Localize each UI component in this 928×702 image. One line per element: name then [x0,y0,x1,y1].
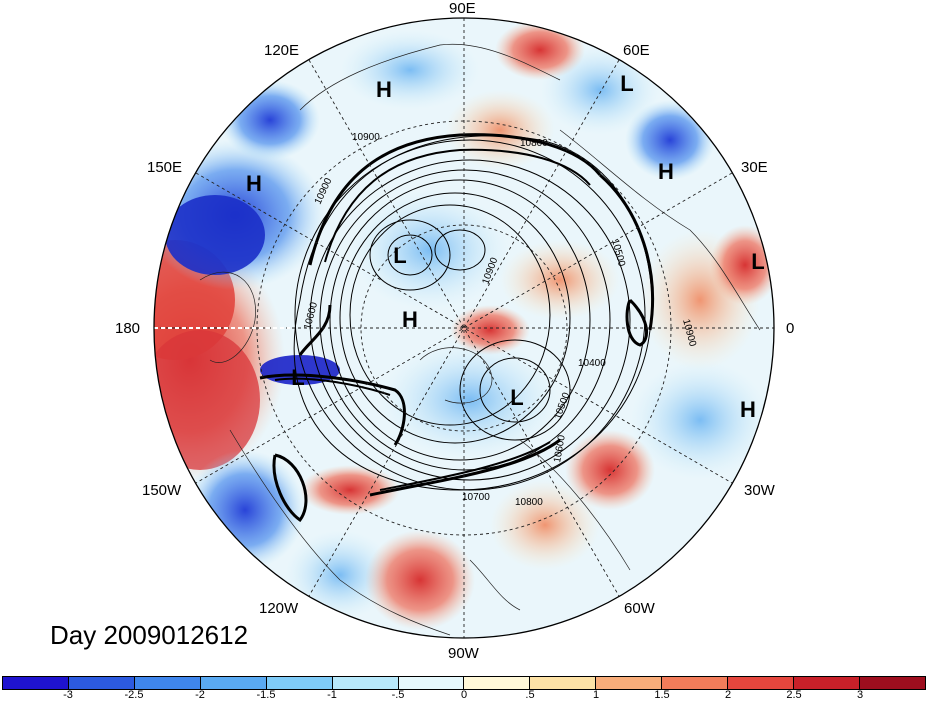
colorbar-bin [662,677,729,689]
colorbar-bin [794,677,860,689]
high-center-label: H [376,77,392,102]
colorbar-tick-label: 1.5 [654,689,670,701]
colorbar-tick-label: -.5 [391,689,405,701]
colorbar-tick-label: -1.5 [256,689,276,701]
contour-label: 10800 [520,138,548,149]
lon-label-120e: 120E [264,42,300,59]
low-center-label: L [751,249,765,274]
low-center-label: L [393,243,407,268]
colorbar-tick-label: 3 [856,689,864,701]
low-center-label: L [620,71,634,96]
high-center-label: H [740,397,756,422]
lon-label-150w: 150W [142,482,182,499]
contour-label: 10800 [515,497,543,508]
low-center-label: L [510,385,524,410]
colorbar-tick-label: 1 [592,689,600,701]
contour-label: 10600 [552,434,568,464]
contour-label-group: 10900 10900 10800 10400 10500 10600 1070… [302,132,698,508]
lon-label-60w: 60W [624,600,655,617]
lon-label-30e: 30E [741,159,768,176]
colorbar-tick-label: -3 [63,689,73,701]
high-center-label: H [246,171,262,196]
contour-label: 10900 [352,132,380,143]
colorbar-bin [200,677,267,689]
colorbar-bin [68,677,135,689]
colorbar [2,676,926,690]
contour-label: 10700 [462,492,490,503]
colorbar-bin [266,677,333,689]
jet-contours [259,133,654,523]
colorbar-bin [596,677,663,689]
colorbar-bin [398,677,465,689]
colorbar-bin [530,677,597,689]
lon-label-30w: 30W [744,482,775,499]
lon-label-180: 180 [115,320,141,337]
date-label: Day 2009012612 [50,620,249,650]
map-border [153,17,775,639]
lon-label-0: 0 [786,320,795,337]
lon-label-60e: 60E [623,42,650,59]
lon-label-90w: 90W [448,645,479,662]
high-center-label: H [402,307,418,332]
colorbar-bin [728,677,795,689]
colorbar-bin [332,677,399,689]
lon-label-90e: 90E [449,0,476,17]
colorbar-tick-label: -1 [327,689,337,701]
colorbar-tick-label: 2 [724,689,732,701]
contour-label: 10400 [578,358,606,369]
colorbar-bin [859,677,925,689]
low-center-label: L [291,365,305,390]
lon-label-150e: 150E [147,159,183,176]
colorbar-bin [464,677,531,689]
colorbar-tick-label: 0 [460,689,468,701]
colorbar-bin [3,677,69,689]
coastlines [199,43,761,636]
graticule [154,18,774,638]
colorbar-bin [134,677,201,689]
colorbar-tick-label: -2 [195,689,205,701]
height-contours [293,135,653,491]
colorbar-tick-label: 2.5 [786,689,802,701]
colorbar-tick-label: -2.5 [124,689,144,701]
colorbar-tick-label: .5 [525,689,535,701]
lon-label-120w: 120W [259,600,299,617]
high-center-label: H [658,159,674,184]
